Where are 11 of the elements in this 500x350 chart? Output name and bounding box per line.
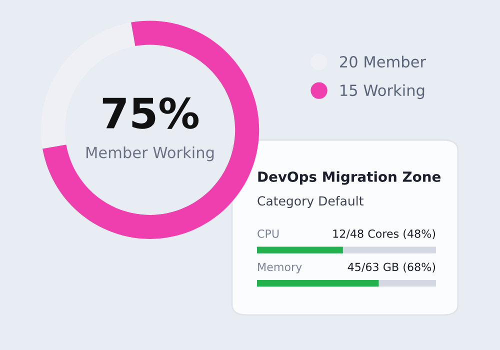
chart-subtitle: Category Default: [258, 196, 364, 208]
data-label: 45/63 GB (68%): [348, 262, 436, 272]
y-tick-label: CPU: [258, 229, 279, 238]
legend-label: 15 Working: [340, 84, 424, 100]
chart-title: DevOps Migration Zone: [258, 171, 441, 185]
y-tick-label: Memory: [258, 262, 302, 274]
text: 75%: [102, 97, 199, 129]
legend-label: 20 Member: [340, 56, 426, 68]
data-label: 12/48 Cores (48%): [333, 229, 436, 240]
donut-slice: [42, 20, 260, 239]
text: Member Working: [86, 146, 214, 162]
